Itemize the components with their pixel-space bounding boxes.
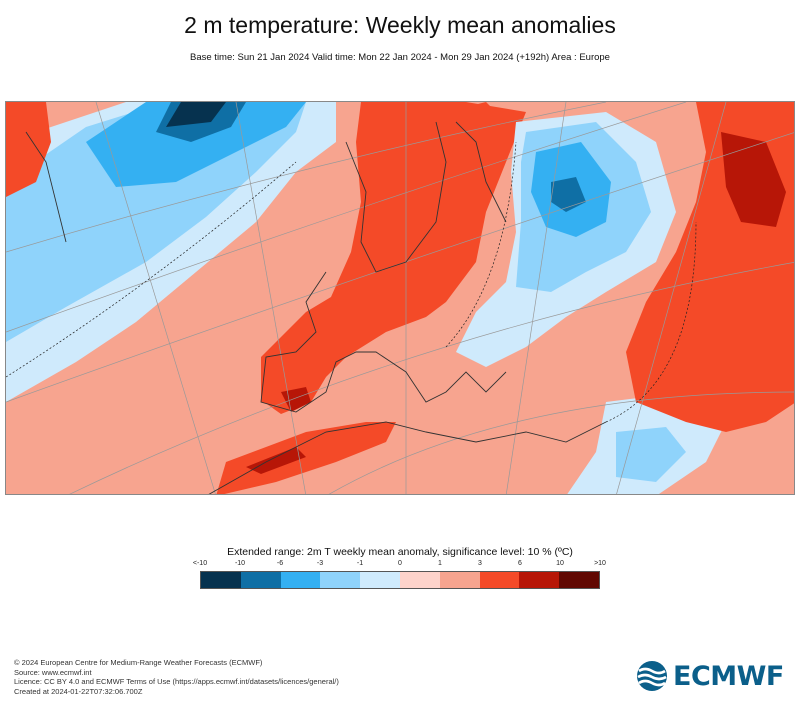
anomaly-region-russia-strong <box>551 177 586 212</box>
legend-tick: -10 <box>234 560 246 567</box>
anomaly-map[interactable] <box>5 101 795 495</box>
legend-tick: <-10 <box>192 560 208 567</box>
map-significance-contours <box>6 141 697 423</box>
legend-tick: -3 <box>316 560 324 567</box>
legend-swatch <box>320 572 361 588</box>
map-canvas <box>6 102 794 494</box>
footer-created: Created at 2024-01-22T07:32:06.700Z <box>14 686 143 696</box>
chart-subtitle: Base time: Sun 21 Jan 2024 Valid time: M… <box>190 52 610 63</box>
legend-tick: 0 <box>398 560 402 567</box>
map-coastlines <box>25 121 607 494</box>
legend-tick: 3 <box>478 560 482 567</box>
anomaly-region-greenland-cold <box>86 102 306 187</box>
anomaly-region-far-east-strong <box>721 132 786 227</box>
legend-swatch <box>360 572 400 588</box>
ecmwf-logo: ECMWF <box>636 660 788 692</box>
chart-title: 2 m temperature: Weekly mean anomalies <box>184 12 616 38</box>
legend-tick: -6 <box>276 560 284 567</box>
legend-tick: >10 <box>594 560 606 567</box>
anomaly-region-iberia-strong <box>281 387 311 412</box>
ecmwf-logo-text: ECMWF <box>673 660 784 692</box>
footer-source: Source: www.ecmwf.int <box>14 667 92 677</box>
legend-swatch <box>399 572 440 588</box>
anomaly-region-scandinavia-warm <box>446 102 506 187</box>
footer-licence: Licence: CC BY 4.0 and ECMWF Terms of Us… <box>14 677 339 687</box>
anomaly-region-north-africa-strong <box>246 447 306 474</box>
legend-swatch <box>559 572 599 588</box>
legend-swatch <box>519 572 560 588</box>
anomaly-region-nw-warm <box>6 102 51 197</box>
anomaly-region-middle-east-cold-2 <box>616 427 686 482</box>
legend-swatch <box>201 572 241 588</box>
legend-swatch <box>280 572 321 588</box>
legend-title: Extended range: 2m T weekly mean anomaly… <box>227 546 573 558</box>
anomaly-region-iberia-warm <box>264 352 326 414</box>
footer-copyright: © 2024 European Centre for Medium-Range … <box>14 658 263 667</box>
legend-color-bar <box>200 571 600 589</box>
anomaly-region-atlantic-cold <box>6 102 306 342</box>
anomaly-region-north-africa-warm <box>216 422 396 494</box>
legend-ticks: <-10 -10 -6 -3 -1 0 1 3 6 10 >10 <box>180 560 620 572</box>
legend-swatch <box>240 572 281 588</box>
anomaly-region-greenland-extreme <box>166 102 226 127</box>
legend-tick: 6 <box>518 560 522 567</box>
legend-tick: 1 <box>438 560 442 567</box>
map-graticule <box>6 102 794 494</box>
legend-swatch <box>479 572 520 588</box>
legend-swatch <box>439 572 480 588</box>
ecmwf-logo-icon <box>637 661 667 691</box>
legend-tick: 10 <box>556 560 564 567</box>
footer-credits: © 2024 European Centre for Medium-Range … <box>14 658 339 696</box>
legend-tick: -1 <box>356 560 364 567</box>
